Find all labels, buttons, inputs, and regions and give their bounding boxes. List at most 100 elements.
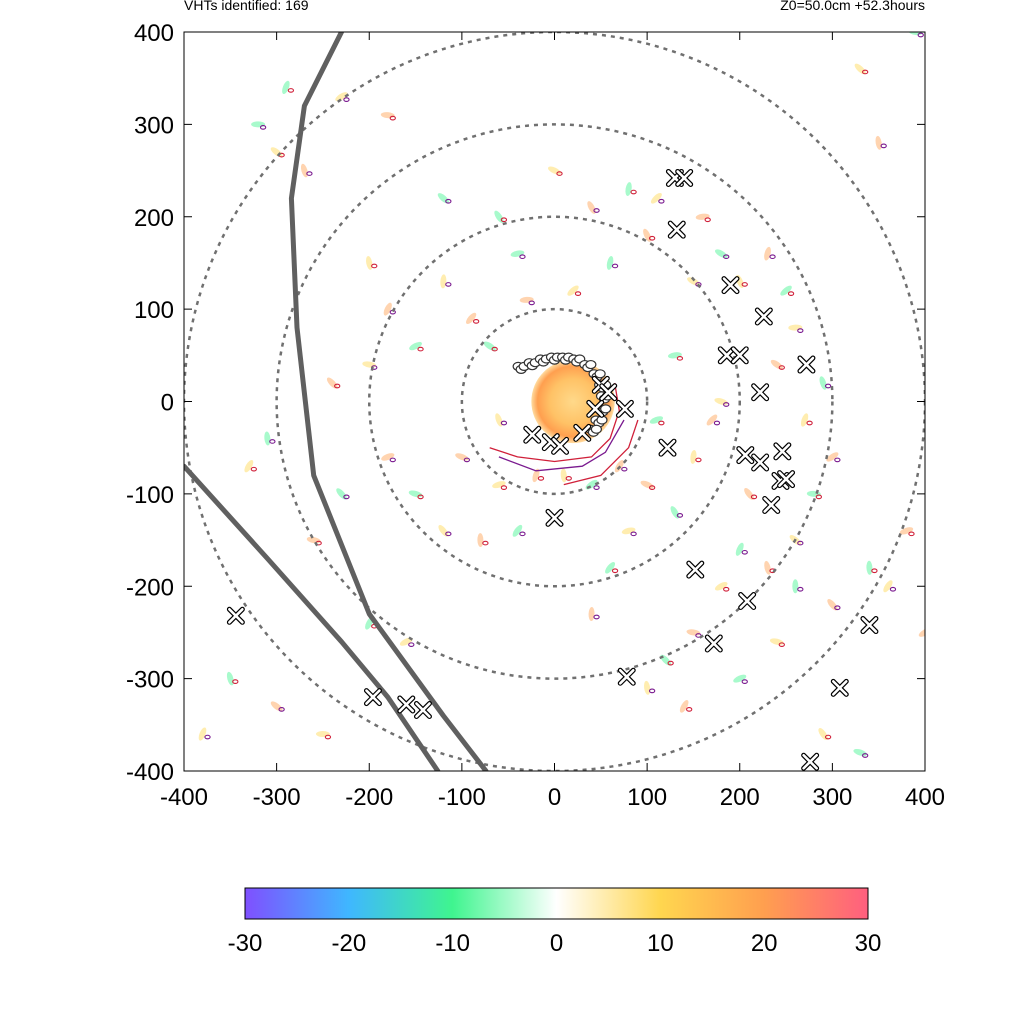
convective-cell (649, 416, 665, 426)
convective-cell (827, 599, 841, 611)
convective-cell (512, 524, 526, 537)
convective-cell (908, 32, 924, 38)
convective-cell (854, 63, 869, 75)
vht-marker (667, 220, 686, 239)
convective-cell (567, 285, 582, 297)
convective-cell (667, 352, 684, 361)
convective-cell (883, 580, 897, 593)
convective-cell (315, 731, 332, 740)
convective-cell (455, 453, 471, 463)
vht-marker (586, 399, 605, 418)
convective-cell (706, 414, 721, 426)
convective-cell (714, 249, 730, 260)
x-tick-label: -400 (160, 784, 208, 811)
convective-cell (770, 359, 785, 370)
vht-marker (777, 470, 796, 489)
convective-cell (866, 560, 878, 575)
convective-cell (510, 250, 526, 260)
vht-marker (545, 508, 564, 527)
vht-marker (762, 495, 781, 514)
vht-marker (658, 438, 677, 457)
convective-cell (251, 121, 267, 130)
colorbar (244, 887, 869, 920)
convective-cell (686, 629, 702, 638)
convective-cell (650, 192, 665, 204)
vht-marker (551, 436, 570, 455)
convective-cell (853, 748, 869, 758)
y-tick-label: -300 (126, 667, 174, 694)
convective-cell (643, 228, 656, 242)
convective-cell (735, 542, 748, 556)
convective-cell (519, 296, 535, 306)
convective-cell (818, 728, 832, 741)
convective-cell (477, 533, 489, 548)
vht-marker (721, 276, 740, 295)
convective-cell (282, 80, 295, 95)
colorbar-tick-label: -30 (228, 930, 263, 957)
x-tick-label: -100 (438, 784, 486, 811)
convective-cell (714, 581, 730, 592)
core-vht-cluster (584, 424, 603, 437)
convective-cell (605, 562, 619, 574)
vht-marker (226, 606, 245, 625)
y-tick-label: -200 (126, 574, 174, 601)
convective-cell (819, 376, 832, 390)
convective-cell (380, 112, 396, 121)
range-ring (368, 215, 741, 588)
colorbar-tick-label: -20 (331, 930, 366, 957)
convective-cell (606, 256, 619, 270)
y-tick-label: 100 (134, 297, 174, 324)
convective-cell (300, 163, 313, 178)
convective-cell (690, 449, 702, 464)
vht-marker (523, 425, 542, 444)
convective-cell (764, 246, 776, 261)
vht-marker (860, 616, 879, 635)
convective-cell (714, 398, 730, 407)
convective-cell (806, 490, 822, 500)
convective-cell (409, 341, 424, 352)
convective-cell (270, 701, 285, 712)
convective-cell (336, 488, 350, 500)
x-tick-label: 0 (548, 784, 561, 811)
range-ring (275, 123, 834, 680)
convective-cell (679, 700, 693, 713)
convective-cell (306, 536, 322, 546)
convective-cell (408, 490, 424, 500)
vht-marker (730, 346, 749, 365)
convective-cell (670, 506, 684, 519)
colorbar-tick-label: -10 (435, 930, 470, 957)
convective-cell (588, 606, 600, 621)
vht-marker (773, 442, 792, 461)
vht-marker (717, 346, 736, 365)
convective-cell (198, 727, 211, 741)
convective-cell (899, 527, 915, 537)
y-tick-label: 0 (161, 390, 174, 417)
convective-cell (625, 182, 637, 196)
x-tick-label: -200 (345, 784, 393, 811)
convective-cell (494, 210, 508, 223)
vht-marker (736, 446, 755, 465)
vht-marker (615, 399, 634, 418)
vht-marker (573, 423, 592, 442)
convective-cell (792, 579, 804, 594)
convective-cell (532, 468, 545, 483)
y-tick-label: 400 (134, 20, 174, 47)
x-tick-label: 100 (627, 784, 667, 811)
convective-cell (769, 638, 785, 648)
height-time-label: Z0=50.0cm +52.3hours (780, 0, 925, 13)
convective-cell (640, 480, 656, 490)
rainband-contour (489, 382, 620, 463)
convective-cell (270, 147, 285, 158)
convective-cell (560, 468, 572, 483)
convective-cell (226, 671, 239, 686)
convective-cell (548, 166, 563, 176)
vht-count-label: VHTs identified: 169 (184, 0, 309, 13)
colorbar-tick-label: 30 (855, 930, 882, 957)
convective-cell (492, 481, 508, 490)
convective-cell (621, 527, 637, 537)
core-vht-cluster (568, 354, 586, 367)
y-tick-label: 300 (134, 112, 174, 139)
rainband-contour (498, 419, 625, 472)
vht-marker (751, 453, 770, 472)
